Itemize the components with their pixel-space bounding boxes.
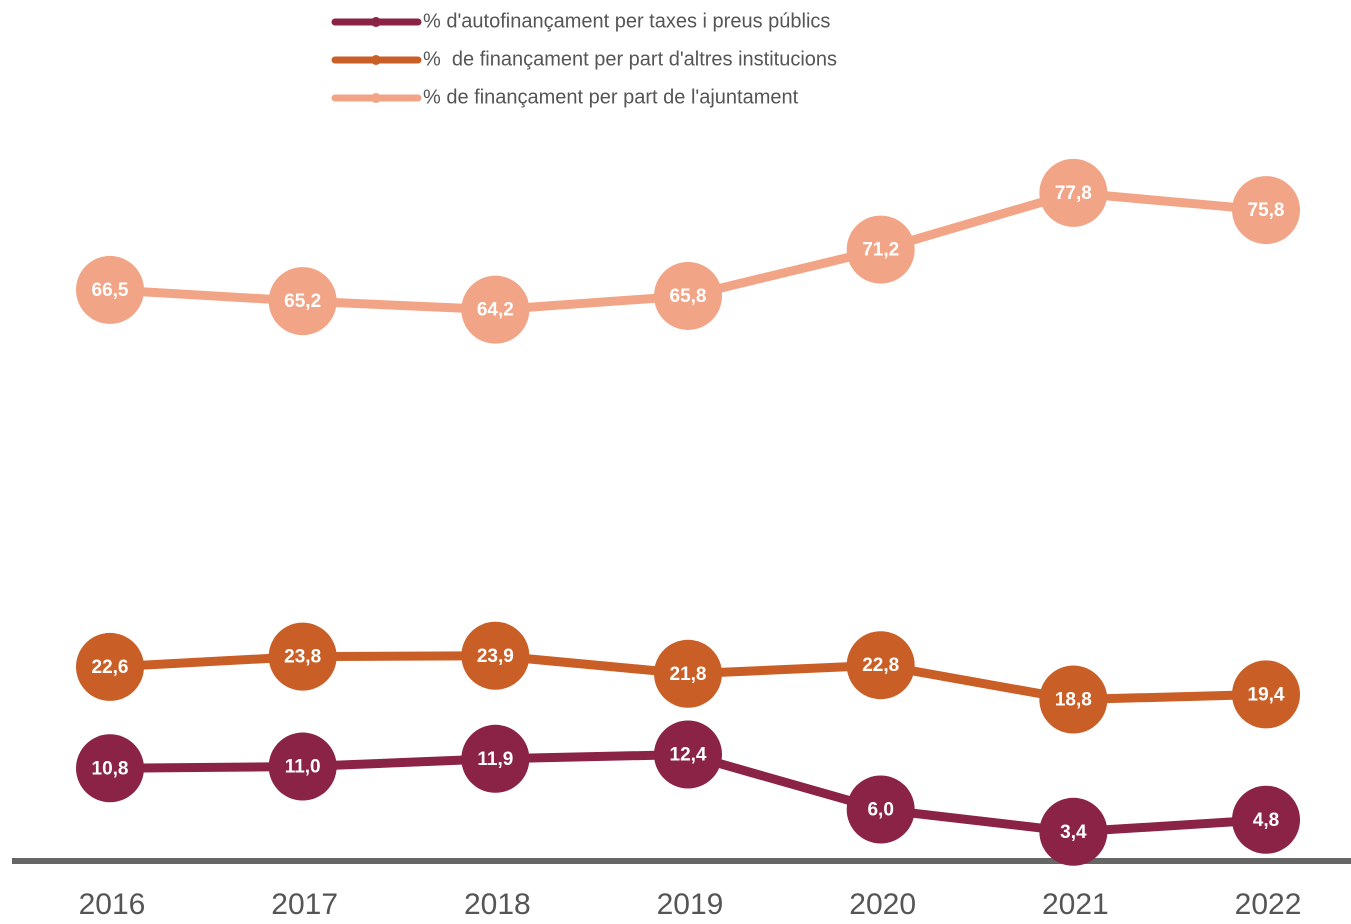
data-label: 23,9 [477, 646, 514, 667]
data-point [846, 215, 915, 284]
data-point [1232, 660, 1301, 729]
data-label: 19,4 [1248, 684, 1285, 705]
data-label: 71,2 [862, 240, 899, 261]
data-label: 65,2 [284, 291, 321, 312]
data-label: 6,0 [867, 799, 893, 820]
data-point [1039, 665, 1108, 734]
data-label: 64,2 [477, 300, 514, 321]
legend-text: % de finançament per part d'altres insti… [423, 48, 837, 70]
x-tick-label: 2021 [1042, 888, 1109, 921]
legend-marker [371, 93, 381, 103]
data-label: 12,4 [670, 745, 707, 766]
data-label: 21,8 [670, 664, 707, 685]
data-label: 75,8 [1248, 200, 1285, 221]
x-tick-label: 2022 [1235, 888, 1302, 921]
data-label: 3,4 [1060, 822, 1087, 843]
data-label: 4,8 [1253, 810, 1279, 831]
data-label: 22,8 [862, 655, 899, 676]
data-label: 66,5 [92, 280, 129, 301]
data-point [461, 275, 530, 344]
data-point [654, 261, 723, 330]
x-tick-label: 2019 [657, 888, 724, 921]
x-tick-label: 2017 [271, 888, 338, 921]
legend-text: % de finançament per part de l'ajuntamen… [423, 86, 799, 108]
data-point [654, 720, 723, 789]
data-point [1232, 785, 1301, 854]
data-label: 65,8 [670, 286, 707, 307]
data-point [268, 732, 337, 801]
legend-text: % d'autofinançament per taxes i preus pú… [423, 10, 830, 32]
x-tick-label: 2018 [464, 888, 531, 921]
data-point [461, 724, 530, 793]
data-point [846, 775, 915, 844]
data-label: 10,8 [92, 758, 129, 779]
data-point [268, 267, 337, 336]
data-point [654, 639, 723, 708]
data-point [1232, 176, 1301, 245]
data-label: 23,8 [284, 647, 321, 668]
data-point [268, 622, 337, 691]
data-point [76, 734, 144, 803]
x-tick-label: 2016 [79, 888, 146, 921]
legend-marker [371, 55, 381, 65]
data-label: 77,8 [1055, 183, 1092, 204]
x-tick-label: 2020 [849, 888, 916, 921]
data-point [1039, 797, 1108, 866]
data-point [1039, 158, 1108, 227]
data-point [846, 631, 915, 700]
data-point [76, 255, 144, 324]
data-label: 22,6 [92, 657, 129, 678]
data-label: 18,8 [1055, 690, 1092, 711]
data-label: 11,9 [477, 749, 513, 770]
data-point [461, 621, 530, 690]
data-label: 11,0 [285, 757, 321, 778]
legend-marker [371, 17, 381, 27]
data-point [76, 632, 144, 701]
